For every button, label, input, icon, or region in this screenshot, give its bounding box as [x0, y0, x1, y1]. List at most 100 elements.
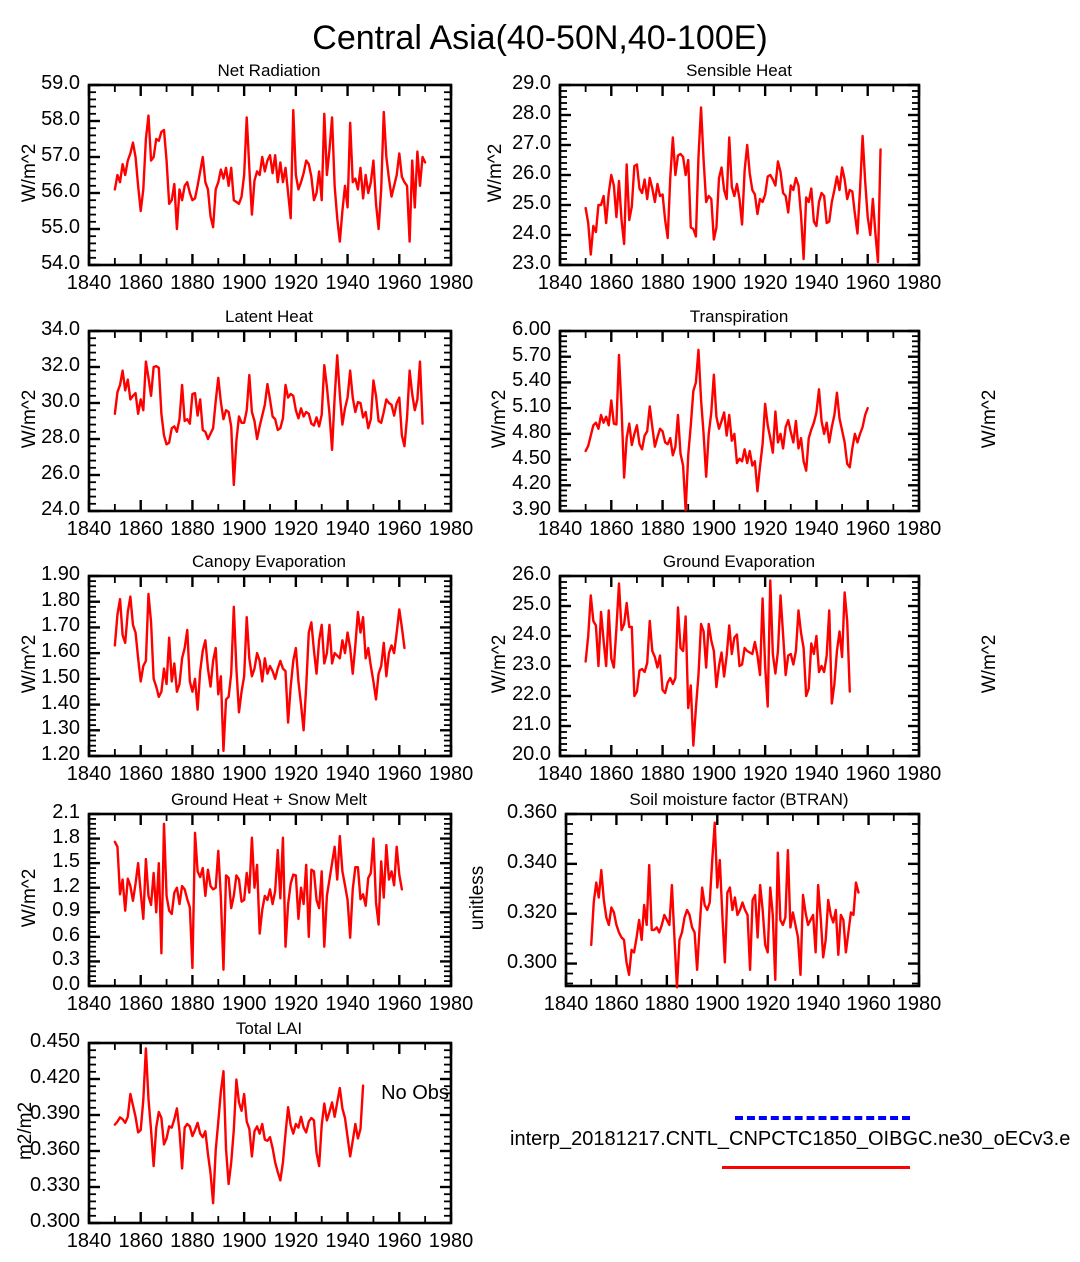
x-tick-label: 1980 [428, 763, 474, 785]
x-tick-label: 1940 [325, 272, 370, 294]
x-tick-label: 1840 [66, 1230, 112, 1252]
y-tick-label: 1.30 [41, 717, 80, 740]
y-tick-label: 4.50 [512, 446, 551, 469]
y-tick-label: 26.0 [512, 563, 551, 585]
x-tick-label: 1840 [537, 518, 583, 540]
x-tick-label: 1920 [273, 518, 319, 540]
x-tick-label: 1900 [221, 272, 267, 294]
y-tick-label: 1.80 [41, 588, 80, 611]
x-tick-label: 1960 [377, 272, 422, 294]
x-tick-label: 1960 [845, 763, 890, 785]
x-tick-label: 1960 [845, 272, 890, 294]
x-tick-label: 1960 [845, 518, 890, 540]
x-tick-label: 1940 [794, 518, 839, 540]
x-tick-label: 1920 [742, 272, 788, 294]
plot-area [87, 1041, 453, 1225]
y-tick-label: 0.360 [506, 801, 557, 823]
x-tick-label: 1960 [377, 763, 422, 785]
x-tick-label: 1940 [795, 993, 841, 1015]
data-series-model [113, 1047, 365, 1205]
x-tick-label: 1940 [794, 763, 839, 785]
y-tick-label: 29.0 [512, 72, 551, 94]
plot-area [558, 83, 921, 267]
y-tick-label: 1.2 [52, 874, 80, 897]
x-tick-label: 1880 [170, 272, 215, 294]
y-tick-label: 24.0 [41, 498, 80, 520]
y-tick-label: 1.70 [41, 614, 80, 637]
x-tick-label: 1940 [325, 763, 370, 785]
y-tick-label: 3.90 [512, 498, 551, 520]
data-series-model [113, 592, 406, 753]
data-series-model [113, 354, 424, 487]
x-tick-label: 1860 [594, 993, 639, 1015]
y-tick-label: 1.8 [52, 825, 80, 848]
y-tick-label: 28.0 [41, 426, 80, 448]
panel-title: Net Radiation [217, 61, 321, 80]
axes-frame [87, 329, 453, 513]
x-tick-label: 1880 [170, 518, 215, 540]
y-tick-label: 0.320 [506, 900, 557, 923]
y-tick-label: 5.10 [512, 395, 551, 418]
x-tick-label: 1840 [66, 518, 112, 540]
y-tick-label: 0.300 [29, 1210, 80, 1232]
x-tick-label: 1860 [118, 518, 163, 540]
x-tick-label: 1900 [695, 993, 740, 1015]
x-tick-label: 1840 [66, 272, 112, 294]
axes-frame [87, 1041, 453, 1225]
y-tick-label: 20.0 [512, 743, 551, 765]
y-tick-label: 25.0 [512, 192, 551, 214]
y-tick-label: 2.1 [52, 801, 80, 823]
x-tick-label: 1900 [691, 763, 737, 785]
y-tick-label: 34.0 [41, 318, 80, 340]
y-tick-label: 59.0 [41, 72, 80, 94]
y-tick-label: 1.40 [41, 691, 80, 714]
legend-obs-label: No Obs [381, 1082, 449, 1104]
x-tick-label: 1940 [794, 272, 839, 294]
x-tick-label: 1900 [691, 518, 737, 540]
x-tick-label: 1960 [377, 993, 422, 1015]
y-tick-label: 23.0 [512, 653, 551, 675]
y-tick-label: 5.40 [512, 369, 551, 392]
x-tick-label: 1980 [428, 272, 474, 294]
y-tick-label: 0.420 [29, 1066, 80, 1088]
y-tick-label: 4.80 [512, 420, 551, 443]
plot-area [87, 574, 453, 758]
x-tick-label: 1840 [66, 993, 112, 1015]
x-tick-label: 1960 [846, 993, 891, 1015]
x-tick-label: 1880 [170, 763, 215, 785]
x-tick-label: 1840 [537, 763, 583, 785]
y-tick-label: 0.330 [29, 1174, 80, 1196]
x-tick-label: 1880 [170, 1230, 215, 1252]
x-tick-label: 1980 [896, 272, 942, 294]
x-tick-label: 1880 [640, 518, 685, 540]
y-tick-label: 0.0 [52, 973, 80, 995]
y-tick-label: 26.0 [41, 462, 80, 484]
y-tick-label: 0.390 [29, 1102, 80, 1124]
y-tick-label: 1.90 [41, 563, 80, 585]
y-tick-label: 55.0 [41, 216, 80, 238]
plot-area [87, 812, 453, 988]
y-tick-label: 22.0 [512, 683, 551, 705]
data-series-model [113, 109, 427, 243]
y-tick-label: 0.450 [29, 1030, 80, 1052]
panel-title: Latent Heat [225, 307, 313, 326]
y-tick-label: 27.0 [512, 132, 551, 154]
y-tick-label: 0.3 [52, 948, 80, 971]
panel-title: Sensible Heat [686, 61, 792, 80]
y-axis-label-right: W/m^2 [979, 634, 1000, 694]
x-tick-label: 1940 [325, 993, 370, 1015]
y-tick-label: 30.0 [41, 390, 80, 412]
x-tick-label: 1920 [273, 763, 319, 785]
y-tick-label: 28.0 [512, 102, 551, 124]
x-tick-label: 1860 [589, 518, 634, 540]
panel-title: Ground Evaporation [662, 552, 816, 571]
y-tick-label: 32.0 [41, 354, 80, 376]
legend-model-label: interp_20181217.CNTL_CNPCTC1850_OIBGC.ne… [510, 1128, 1071, 1150]
y-axis-label: W/m^2 [19, 389, 40, 449]
y-tick-label: 4.20 [512, 472, 551, 495]
y-axis-label-right: W/m^2 [979, 389, 1000, 449]
y-tick-label: 24.0 [512, 623, 551, 645]
x-tick-label: 1840 [537, 272, 583, 294]
x-tick-label: 1860 [589, 272, 634, 294]
legend-obs-line-dashed [735, 1116, 910, 1120]
